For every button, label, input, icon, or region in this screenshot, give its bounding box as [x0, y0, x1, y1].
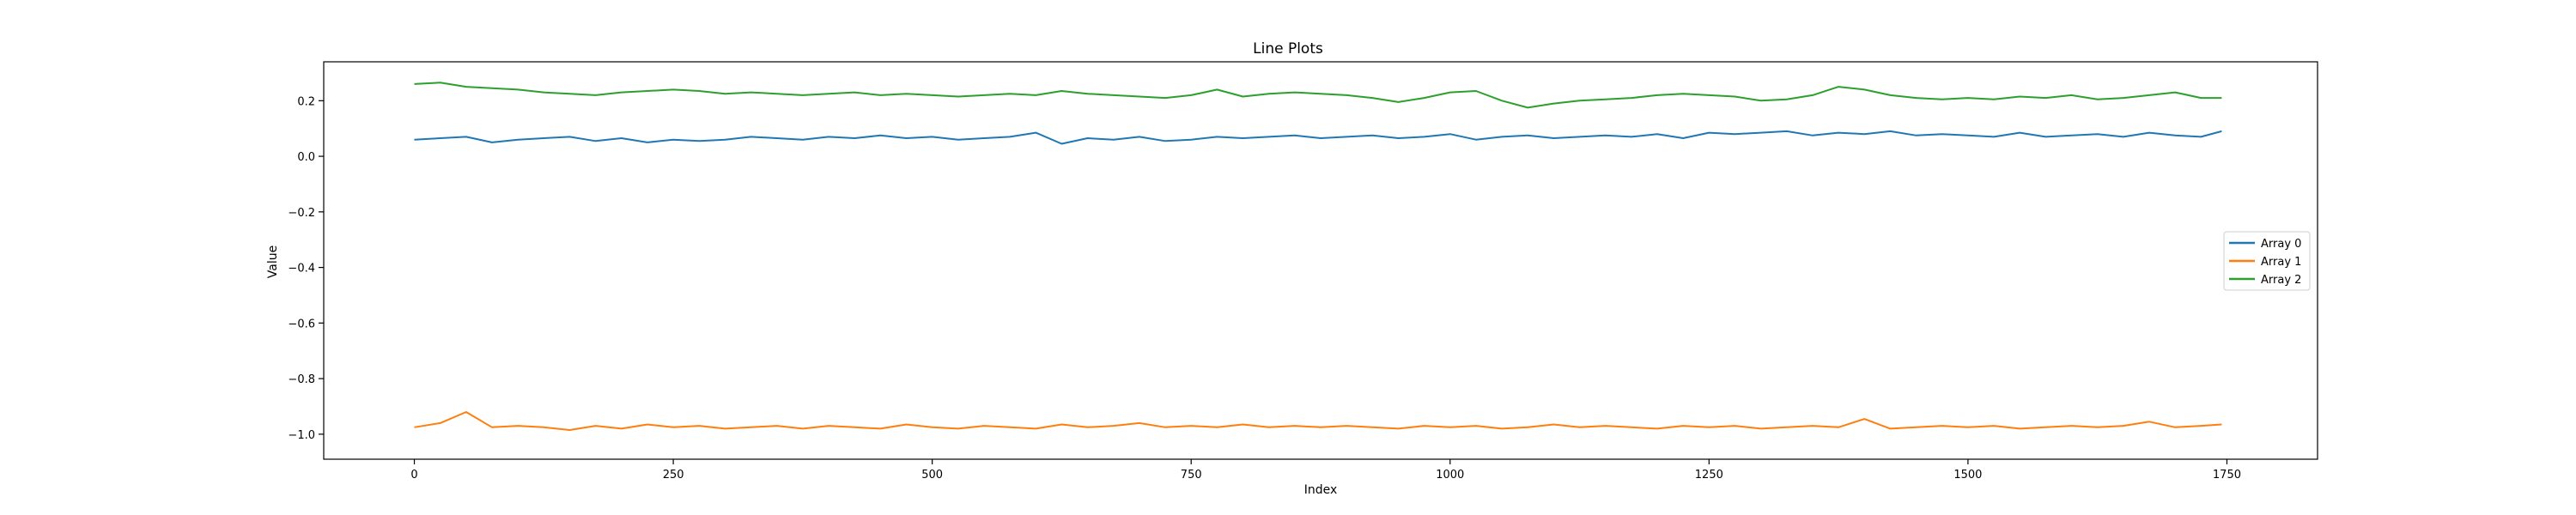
plot-area-frame [323, 61, 2318, 460]
legend-label-array-1: Array 1 [2261, 256, 2301, 269]
y-tick-label: 0.2 [297, 95, 315, 108]
x-axis-label: Index [1304, 483, 1338, 497]
y-tick-label: −0.8 [288, 373, 315, 386]
legend-label-array-2: Array 2 [2261, 274, 2301, 287]
series-line-array-2 [414, 82, 2222, 109]
y-axis-label: Value [266, 245, 280, 278]
chart-title: Line Plots [1253, 40, 1323, 58]
series-line-array-0 [414, 130, 2222, 145]
legend-box [2223, 231, 2311, 291]
series-line-array-1 [414, 411, 2222, 431]
y-tick-label: 0.0 [297, 151, 315, 164]
axis-layer: 0 250 500 750 1000 1250 1500 1750 −1.0 −0.8 −0.6 −0… [288, 95, 2241, 482]
y-tick-label: −0.6 [288, 318, 315, 330]
legend-label-array-0: Array 0 [2261, 238, 2301, 251]
y-tick-label: −0.4 [288, 263, 315, 276]
y-tick-label: −1.0 [288, 429, 315, 442]
x-tick-label: 250 [663, 469, 684, 482]
x-tick-label: 1000 [1436, 469, 1464, 482]
x-tick-label: 1250 [1695, 469, 1723, 482]
x-tick-label: 500 [921, 469, 943, 482]
x-tick-label: 1750 [2213, 469, 2241, 482]
y-tick-label: −0.2 [288, 207, 315, 220]
x-tick-label: 750 [1181, 469, 1202, 482]
legend: Array 0 Array 1 Array 2 [2223, 231, 2311, 291]
x-tick-label: 0 [410, 469, 417, 482]
series-layer [414, 82, 2222, 431]
x-tick-label: 1500 [1953, 469, 1982, 482]
